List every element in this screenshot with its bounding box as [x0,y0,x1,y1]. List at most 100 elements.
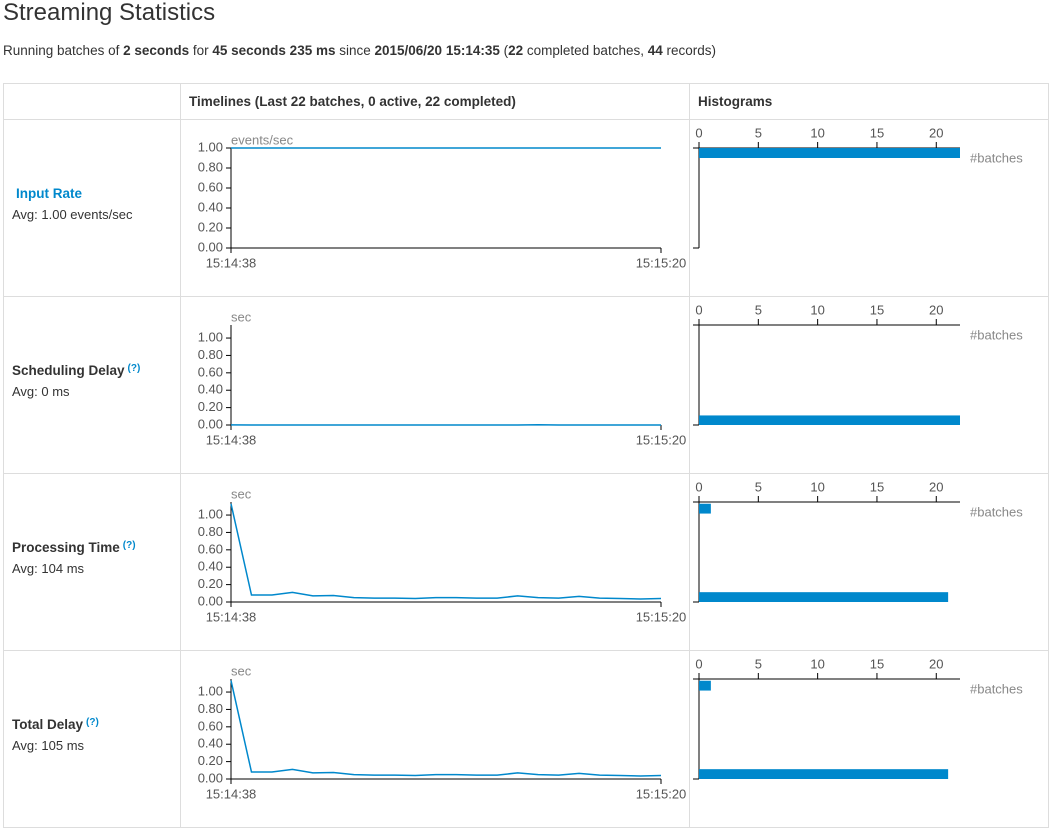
y-tick-label: 0.00 [198,770,223,785]
help-link[interactable]: (?) [123,540,136,551]
y-tick-label: 0.60 [198,179,223,194]
y-tick-label: 0.00 [198,239,223,254]
y-tick-label: 0.60 [198,364,223,379]
summary-part: 45 seconds 235 ms [212,43,335,58]
metric-cell: Scheduling Delay(?) Avg: 0 ms [4,297,181,474]
x-tick-label: 15 [870,302,884,317]
summary-part: 44 [648,43,663,58]
histogram-cell: 0 5 10 15 20 #batches [690,120,1049,297]
x-tick-label: 15 [870,656,884,671]
y-tick-label: 0.00 [198,416,223,431]
x-tick-label: 20 [929,125,943,140]
x-tick-label: 15 [870,125,884,140]
metric-label: Total Delay(?) Avg: 105 ms [4,651,180,753]
y-tick-label: 0.80 [198,347,223,362]
x-tick-label: 15:14:38 [206,786,257,801]
summary-part: 2015/06/20 15:14:35 [375,43,500,58]
x-tick-label: 5 [755,479,762,494]
x-tick-label: 0 [695,656,702,671]
summary: Running batches of 2 seconds for 45 seco… [3,43,716,58]
x-tick-label: 10 [810,656,824,671]
y-tick-label: 0.40 [198,559,223,574]
summary-part: completed batches, [523,43,648,58]
table-row: Scheduling Delay(?) Avg: 0 ms sec 0.00 0.20 0… [4,297,1049,474]
metric-title: Total Delay(?) [12,717,180,732]
summary-part: ( [500,43,508,58]
column-header: Histograms [690,84,1049,120]
y-tick-label: 0.00 [198,593,223,608]
y-tick-label: 1.00 [198,139,223,154]
y-tick-label: 0.40 [198,199,223,214]
x-tick-label: 15 [870,479,884,494]
x-tick-label: 15:15:20 [636,786,687,801]
x-tick-label: 15:15:20 [636,609,687,624]
timeline-line [231,504,661,599]
header-row: Timelines (Last 22 batches, 0 active, 22… [4,84,1049,120]
metric-name[interactable]: Input Rate [16,186,82,201]
summary-part: for [189,43,212,58]
y-tick-label: 0.20 [198,219,223,234]
y-tick-label: 0.60 [198,541,223,556]
y-tick-label: 0.80 [198,701,223,716]
metric-average: Avg: 0 ms [12,384,180,399]
metric-label: Scheduling Delay(?) Avg: 0 ms [4,297,180,399]
x-tick-label: 5 [755,125,762,140]
x-tick-label: 20 [929,302,943,317]
histogram-bar [699,681,711,691]
x-tick-label: 5 [755,302,762,317]
unit-label: sec [231,309,252,324]
x-axis-label: #batches [970,681,1023,696]
unit-label: sec [231,486,252,501]
summary-part: records) [663,43,716,58]
x-axis-label: #batches [970,150,1023,165]
y-tick-label: 1.00 [198,329,223,344]
metric-average: Avg: 104 ms [12,561,180,576]
histogram-bar [699,504,711,514]
y-tick-label: 0.20 [198,576,223,591]
x-tick-label: 0 [695,479,702,494]
x-tick-label: 0 [695,302,702,317]
y-tick-label: 0.80 [198,159,223,174]
timeline-line [231,681,661,776]
x-tick-label: 15:14:38 [206,432,257,447]
y-tick-label: 0.20 [198,399,223,414]
histogram-chart: 0 5 10 15 20 #batches [690,120,1048,291]
histogram-bar [699,592,948,602]
metric-average: Avg: 1.00 events/sec [12,207,180,222]
summary-part: 22 [508,43,523,58]
x-tick-label: 10 [810,302,824,317]
metric-title: Scheduling Delay(?) [12,363,180,378]
column-header [4,84,181,120]
x-tick-label: 20 [929,656,943,671]
summary-part: since [335,43,374,58]
y-tick-label: 0.60 [198,718,223,733]
help-link[interactable]: (?) [128,363,141,374]
x-tick-label: 10 [810,479,824,494]
help-link[interactable]: (?) [86,717,99,728]
x-tick-label: 0 [695,125,702,140]
x-axis-label: #batches [970,504,1023,519]
x-tick-label: 10 [810,125,824,140]
metric-average: Avg: 105 ms [12,738,180,753]
histogram-bar [699,769,948,779]
stats-table: Timelines (Last 22 batches, 0 active, 22… [3,83,1049,828]
page-title: Streaming Statistics [3,0,215,28]
histogram-bar [699,415,960,425]
metric-label: Processing Time(?)Avg: 104 ms [4,474,180,576]
metric-cell: Processing Time(?)Avg: 104 ms [4,474,181,651]
y-tick-label: 0.40 [198,382,223,397]
